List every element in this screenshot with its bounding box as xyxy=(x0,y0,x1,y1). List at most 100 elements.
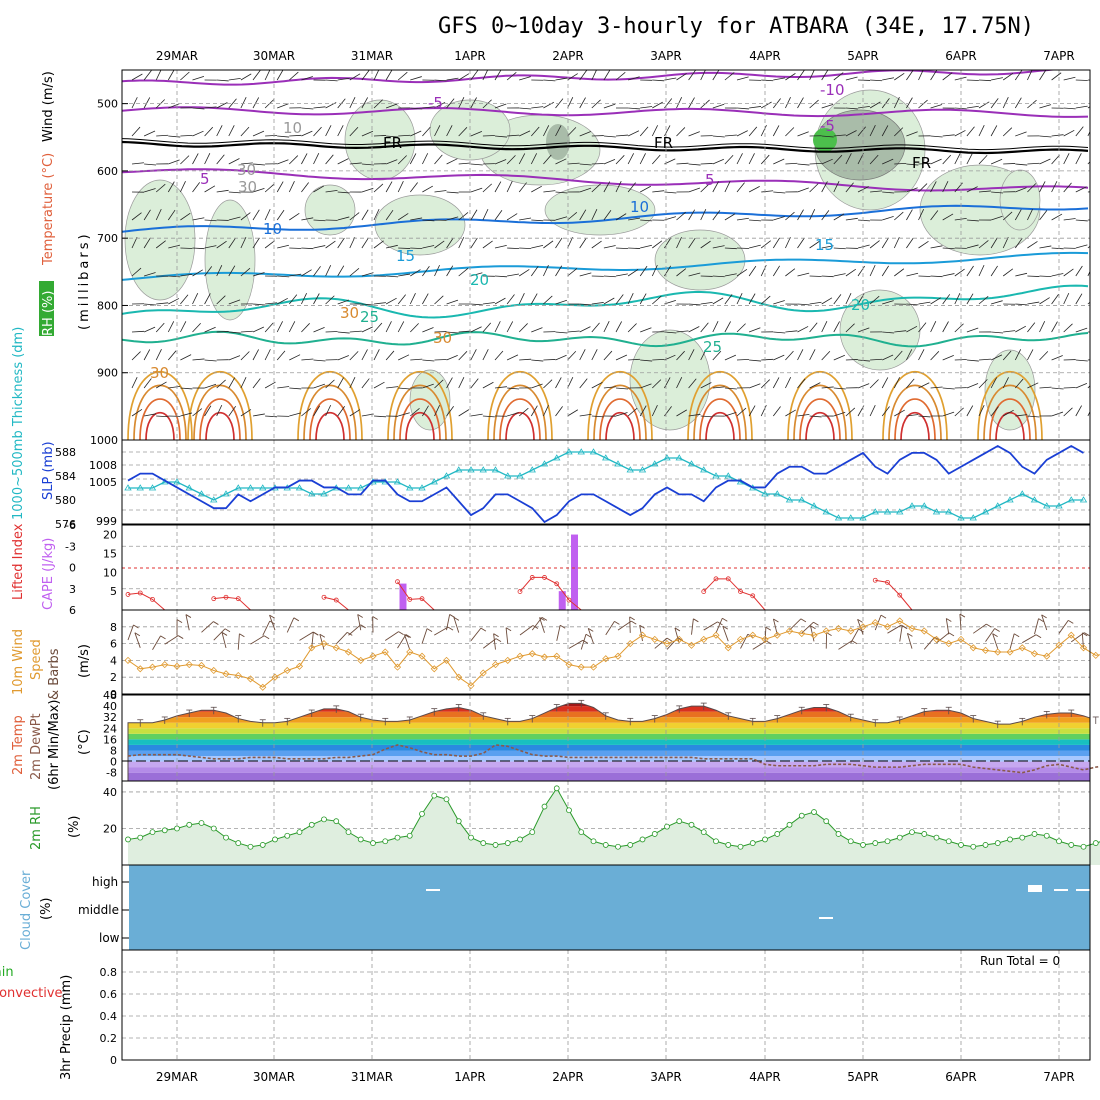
wind-barb xyxy=(180,155,190,165)
rh-2m-marker xyxy=(541,803,548,810)
wind-speed-marker xyxy=(1067,631,1075,639)
wind-barb xyxy=(845,107,858,110)
wind-barb xyxy=(410,408,420,417)
wind-barb xyxy=(664,125,671,137)
wind-speed-marker xyxy=(1006,648,1014,656)
wind-barb xyxy=(349,212,360,221)
warm-isotherm-loop xyxy=(145,412,175,440)
wind-barb xyxy=(821,245,834,249)
wind-barb xyxy=(192,269,203,277)
wind-barb xyxy=(579,413,592,417)
wind-barb xyxy=(930,158,942,165)
wind-barb xyxy=(543,154,552,165)
thickness-marker xyxy=(663,454,671,461)
wind-barb xyxy=(216,240,227,249)
date-label-top: 5APR xyxy=(847,49,878,63)
wind-barb xyxy=(809,70,815,81)
thickness-marker xyxy=(540,460,549,467)
wind-barb xyxy=(773,300,785,305)
temperature-band xyxy=(128,750,1090,757)
wind-speed-marker xyxy=(173,662,181,670)
wind-barb xyxy=(1063,292,1070,305)
wind-barb xyxy=(942,411,955,417)
wind-barb xyxy=(228,377,236,389)
wind-barb xyxy=(494,181,502,193)
wind-barb xyxy=(494,321,501,333)
wind-barb xyxy=(1003,163,1016,165)
wind-barb xyxy=(494,275,507,278)
wind-barb xyxy=(313,219,326,222)
wind-barb xyxy=(700,208,707,221)
wind-barb xyxy=(857,105,870,109)
rh-2m-marker xyxy=(945,838,952,845)
wind-barb xyxy=(736,107,749,110)
wind-barb xyxy=(736,407,747,417)
lifted-index-marker xyxy=(750,593,756,599)
wind-barb-10m xyxy=(629,616,631,633)
rh-peak-area xyxy=(813,128,837,152)
warm-isotherm-loop xyxy=(699,398,741,440)
wind-barb xyxy=(833,321,840,333)
wind-speed-marker xyxy=(908,624,916,633)
wind-barb xyxy=(180,354,192,361)
wind-barb xyxy=(894,330,907,333)
wind-barb xyxy=(228,237,236,249)
thickness-marker xyxy=(430,478,438,485)
wind-barb xyxy=(966,327,979,333)
contour-label: 10 xyxy=(283,119,302,137)
wind-barb xyxy=(543,101,555,109)
wind-barb xyxy=(797,131,809,137)
wind-barb xyxy=(422,405,429,417)
wind-barb xyxy=(1027,183,1037,193)
wind-barb xyxy=(712,321,719,333)
thickness-marker xyxy=(1079,496,1088,503)
wind-barb xyxy=(156,134,169,137)
wind-barb xyxy=(652,358,665,361)
wind-barb xyxy=(615,213,627,221)
wind-barb xyxy=(301,293,307,305)
wind-barb-feather xyxy=(319,633,326,638)
upper-wind-barbs xyxy=(131,70,1090,418)
wind-barb xyxy=(216,125,223,137)
thickness-tick-label: 588 xyxy=(55,446,76,459)
wind-barb xyxy=(676,377,683,389)
wind-barb xyxy=(918,382,930,389)
rh-contour-area xyxy=(999,169,1041,231)
wind-barb xyxy=(240,73,252,81)
wind-barb xyxy=(627,76,640,81)
wind-barb xyxy=(458,73,470,81)
date-label-top: 4APR xyxy=(749,49,780,63)
temp-grid xyxy=(176,695,1060,781)
wind-barb-feather xyxy=(372,616,378,620)
wind-grid xyxy=(122,610,1090,694)
rh-2m-marker xyxy=(284,832,291,839)
wind-speed-marker xyxy=(455,673,463,681)
wind-barb xyxy=(543,240,554,249)
wind-barb xyxy=(252,413,265,417)
isotherm-plus10 xyxy=(122,204,1089,233)
wind-barb xyxy=(591,183,601,193)
temp-tick-label: -8 xyxy=(106,767,117,780)
wind-barb xyxy=(422,266,430,277)
wind-barb xyxy=(1027,301,1040,305)
wind-barb xyxy=(930,181,937,193)
wind-barb-10m xyxy=(887,624,902,634)
wind-barb xyxy=(240,212,251,221)
wind-barb xyxy=(167,181,175,193)
wind-barb xyxy=(591,70,597,81)
rh-2m-marker xyxy=(749,840,756,846)
wind-barb-10m xyxy=(1034,618,1039,635)
wind-barb xyxy=(228,331,241,334)
wind-barb xyxy=(1075,265,1083,277)
rh-2m-marker xyxy=(958,842,964,848)
wind-barb xyxy=(652,295,662,305)
isotherm-plus25 xyxy=(122,330,1089,348)
thickness-marker xyxy=(994,502,1002,509)
thickness-marker xyxy=(638,466,647,473)
contour-label: -10 xyxy=(820,81,845,99)
wind-barb xyxy=(313,245,326,249)
wind-barb xyxy=(167,321,175,333)
wind-barb xyxy=(809,183,819,193)
wind-barb-feather xyxy=(177,635,184,639)
wind-barb xyxy=(349,409,361,417)
